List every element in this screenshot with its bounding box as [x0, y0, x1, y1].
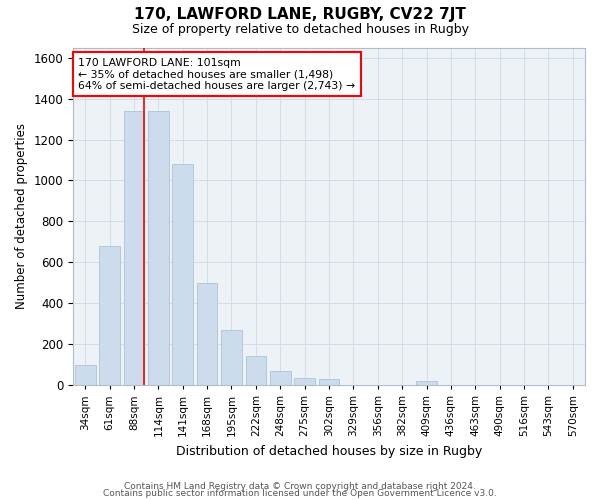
Bar: [319, 379, 340, 385]
Bar: [75, 364, 95, 385]
Text: Contains HM Land Registry data © Crown copyright and database right 2024.: Contains HM Land Registry data © Crown c…: [124, 482, 476, 491]
Bar: [197, 282, 217, 385]
Bar: [245, 356, 266, 385]
Bar: [99, 246, 120, 385]
Text: Size of property relative to detached houses in Rugby: Size of property relative to detached ho…: [131, 22, 469, 36]
Bar: [124, 111, 145, 385]
Bar: [294, 378, 315, 385]
Text: 170, LAWFORD LANE, RUGBY, CV22 7JT: 170, LAWFORD LANE, RUGBY, CV22 7JT: [134, 8, 466, 22]
Bar: [172, 164, 193, 385]
Text: 170 LAWFORD LANE: 101sqm
← 35% of detached houses are smaller (1,498)
64% of sem: 170 LAWFORD LANE: 101sqm ← 35% of detach…: [78, 58, 355, 91]
X-axis label: Distribution of detached houses by size in Rugby: Distribution of detached houses by size …: [176, 444, 482, 458]
Bar: [148, 111, 169, 385]
Y-axis label: Number of detached properties: Number of detached properties: [15, 124, 28, 310]
Bar: [270, 370, 290, 385]
Text: Contains public sector information licensed under the Open Government Licence v3: Contains public sector information licen…: [103, 490, 497, 498]
Bar: [221, 330, 242, 385]
Bar: [416, 381, 437, 385]
